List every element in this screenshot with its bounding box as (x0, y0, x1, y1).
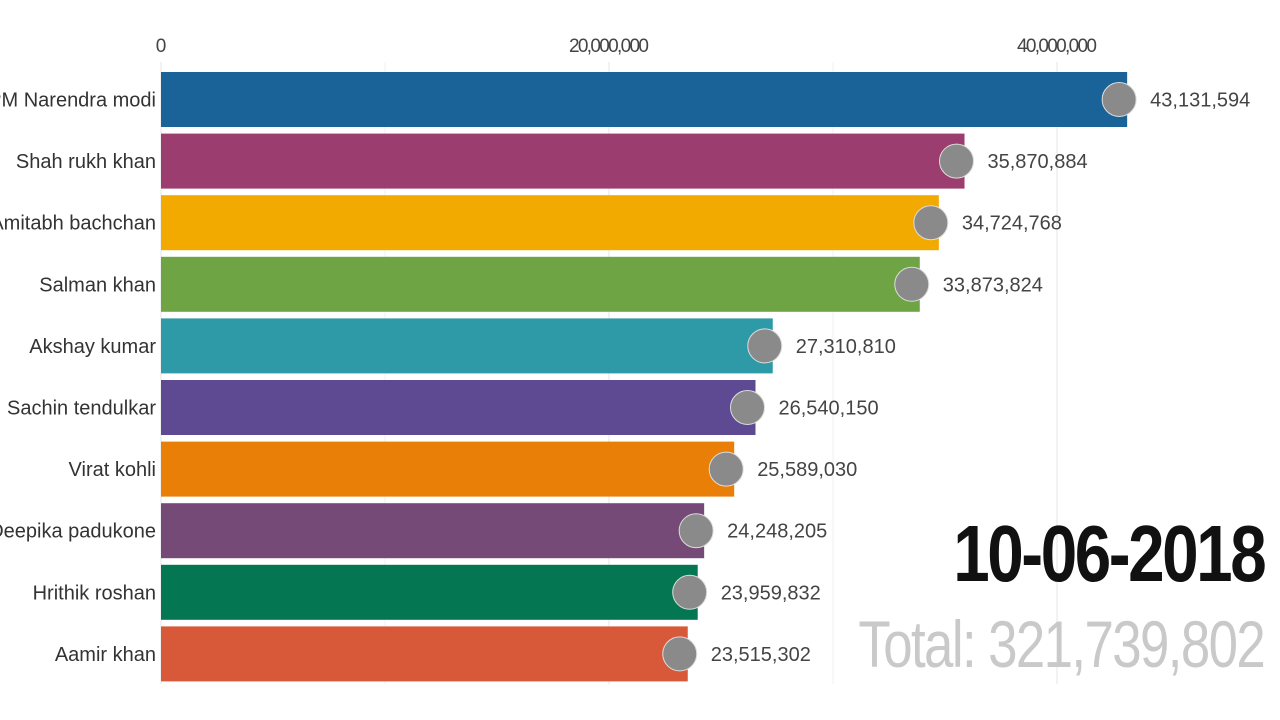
avatar-image (747, 328, 783, 364)
bar (161, 318, 773, 374)
bar (161, 256, 920, 312)
bar (161, 441, 735, 497)
avatar-image (939, 143, 975, 179)
category-label: PM Narendra modi (0, 90, 156, 112)
avatar-image (913, 205, 949, 241)
bar (161, 133, 965, 189)
category-label: Salman khan (39, 274, 156, 296)
x-tick-label: 20,000,000 (569, 36, 649, 57)
value-label: 33,873,824 (943, 274, 1043, 296)
x-tick-label: 40,000,000 (1017, 36, 1097, 57)
value-label: 27,310,810 (796, 336, 896, 358)
bar (161, 380, 756, 435)
avatar-image (662, 636, 698, 672)
value-label: 23,515,302 (711, 644, 811, 666)
avatar-image (1101, 82, 1137, 117)
category-label: Amitabh bachchan (0, 213, 156, 235)
avatar-image (894, 266, 930, 302)
category-label: Virat kohli (69, 459, 156, 481)
date-label: 10-06-2018 (953, 509, 1266, 598)
value-label: 24,248,205 (727, 521, 827, 543)
bar (161, 503, 705, 559)
category-label: Akshay kumar (29, 336, 156, 358)
total-label: Total: 321,739,802 (858, 607, 1265, 681)
category-label: Shah rukh khan (16, 151, 156, 173)
avatar-image (678, 513, 714, 549)
category-label: Sachin tendulkar (7, 398, 156, 420)
value-label: 35,870,884 (988, 151, 1088, 173)
value-label: 43,131,594 (1150, 90, 1250, 112)
category-label: Aamir khan (55, 644, 156, 666)
value-label: 26,540,150 (778, 398, 878, 420)
x-tick-label: 0 (156, 36, 167, 57)
avatar-image (708, 451, 744, 487)
avatar-image (672, 574, 708, 610)
value-label: 34,724,768 (962, 213, 1062, 235)
value-label: 25,589,030 (757, 459, 857, 481)
avatar-image (729, 390, 765, 425)
category-label: Deepika padukone (0, 521, 156, 543)
bar (161, 564, 698, 620)
bar (161, 626, 688, 682)
bar (161, 195, 939, 251)
value-label: 23,959,832 (721, 582, 821, 604)
bar (161, 72, 1128, 127)
category-label: Hrithik roshan (33, 582, 156, 604)
